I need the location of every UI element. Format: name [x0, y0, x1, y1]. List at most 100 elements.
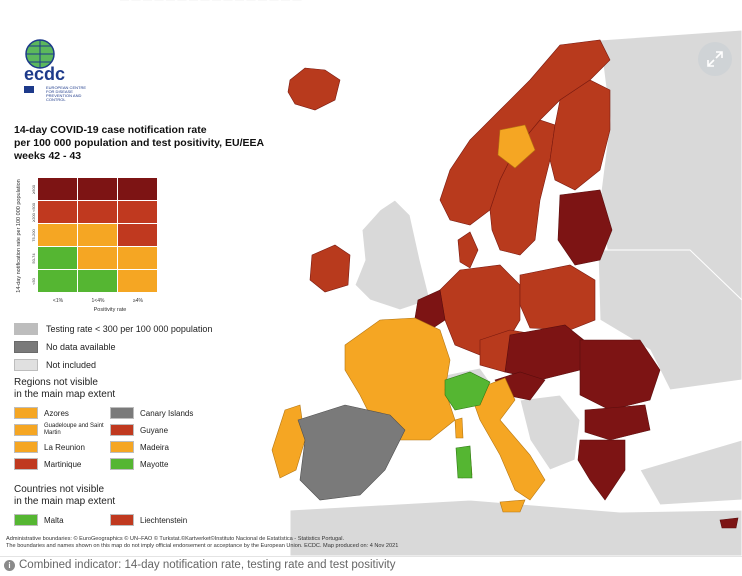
region-swatch — [110, 424, 134, 436]
region-greece — [577, 439, 626, 501]
country-label: Malta — [44, 515, 64, 525]
region-legend-item: Madeira — [110, 440, 169, 454]
region-swatch — [14, 441, 38, 453]
matrix-cell — [38, 270, 77, 292]
legend-matrix: 14-day notification rate per 100 000 pop… — [14, 172, 166, 314]
region-label: La Reunion — [44, 442, 85, 452]
legend-testing-rate: Testing rate < 300 per 100 000 populatio… — [14, 322, 212, 336]
matrix-cell — [78, 201, 117, 223]
region-legend-item: Guyane — [110, 423, 168, 437]
region-ireland — [309, 244, 351, 293]
matrix-y-tick: 75-200 — [31, 229, 36, 242]
region-label: Guyane — [140, 425, 169, 435]
expand-icon — [707, 51, 723, 67]
region-swatch — [110, 407, 134, 419]
country-legend-item: Malta — [14, 513, 64, 527]
not-included-swatch — [14, 359, 38, 371]
testing-rate-swatch — [14, 323, 38, 335]
region-denmark — [457, 231, 479, 269]
matrix-cell — [118, 201, 157, 223]
title-line2: per 100 000 population and test positivi… — [14, 137, 265, 149]
region-label: Guadeloupe and Saint Martin — [44, 423, 104, 436]
legend-not-included: Not included — [14, 358, 96, 372]
map-title: 14-day COVID-19 case notification rate p… — [14, 124, 304, 163]
not-included-label: Not included — [46, 360, 97, 370]
regions-heading: Regions not visible in the main map exte… — [14, 377, 174, 401]
matrix-cell — [38, 224, 77, 246]
title-line3: weeks 42 - 43 — [14, 150, 82, 162]
matrix-x-axis-label: Positivity rate — [94, 307, 127, 313]
countries-heading: Countries not visible in the main map ex… — [14, 484, 174, 508]
regions-heading-line1: Regions not visible — [14, 377, 98, 388]
matrix-cell — [118, 270, 157, 292]
matrix-cell — [38, 178, 77, 200]
footnote-line1: Administrative boundaries: © EuroGeograp… — [6, 536, 345, 542]
caption-text: Combined indicator: 14-day notification … — [19, 559, 396, 571]
region-legend-item: Martinique — [14, 457, 81, 471]
region-benelux — [414, 289, 446, 331]
region-italy — [469, 377, 546, 501]
info-icon: i — [4, 559, 15, 571]
matrix-y-tick: ≥200 <500 — [31, 202, 36, 222]
map-figure: — — — — — — — — — — — — — — — — ecdc EUR… — [0, 0, 742, 557]
matrix-y-axis-label: 14-day notification rate per 100 000 pop… — [16, 179, 22, 292]
title-line1: 14-day COVID-19 case notification rate — [14, 124, 207, 136]
region-label: Mayotte — [140, 459, 169, 469]
region-north-italy — [444, 371, 491, 411]
region-bulgaria — [584, 404, 651, 441]
region-finland — [549, 79, 611, 191]
europe-map — [271, 29, 742, 556]
matrix-x-tick: ≥4% — [133, 298, 144, 304]
region-romania — [579, 339, 661, 411]
region-swatch — [14, 458, 38, 470]
matrix-cell — [38, 247, 77, 269]
region-turkey — [639, 439, 742, 506]
region-portugal — [271, 404, 306, 479]
matrix-cell — [118, 247, 157, 269]
country-swatch — [14, 514, 38, 526]
ecdc-globe-icon: ecdc — [24, 39, 65, 93]
country-legend-item: Liechtenstein — [110, 513, 187, 527]
region-sardinia-green — [455, 445, 473, 479]
region-iceland — [287, 67, 341, 111]
logo-subtitle: EUROPEAN CENTRE FOR DISEASE PREVENTION A… — [46, 85, 87, 102]
region-swatch — [110, 441, 134, 453]
matrix-cell — [118, 178, 157, 200]
region-uk — [354, 199, 431, 311]
matrix-cell — [38, 201, 77, 223]
region-legend-item: Mayotte — [110, 457, 168, 471]
region-balkans — [519, 394, 581, 471]
region-label: Canary Islands — [140, 408, 194, 418]
figure-caption: i Combined indicator: 14-day notificatio… — [4, 559, 396, 571]
region-swatch — [14, 424, 38, 436]
country-label: Liechtenstein — [140, 515, 188, 525]
matrix-x-tick: <1% — [53, 298, 64, 304]
legend-no-data: No data available — [14, 340, 116, 354]
testing-rate-label: Testing rate < 300 per 100 000 populatio… — [46, 324, 213, 334]
matrix-y-tick: <50 — [31, 277, 36, 285]
cropped-top-text: — — — — — — — — — — — — — — — — — [120, 0, 480, 4]
matrix-x-tick: 1<4% — [92, 298, 105, 304]
region-belarus-ukraine — [597, 249, 742, 391]
matrix-chart: 14-day notification rate per 100 000 pop… — [16, 178, 157, 313]
region-sweden-south — [497, 124, 536, 169]
region-legend-item: Canary Islands — [110, 406, 193, 420]
region-north-africa — [289, 499, 742, 556]
region-spain — [297, 404, 406, 501]
region-corsica — [454, 417, 464, 439]
footnote-line2: The boundaries and names shown on this m… — [6, 543, 399, 549]
region-swatch — [14, 407, 38, 419]
non-included-land — [289, 29, 742, 556]
expand-button[interactable] — [698, 42, 732, 76]
region-swatch — [110, 458, 134, 470]
matrix-cell — [78, 178, 117, 200]
region-cyprus — [719, 517, 739, 529]
matrix-cell — [78, 247, 117, 269]
no-data-swatch — [14, 341, 38, 353]
matrix-cell — [118, 224, 157, 246]
region-label: Azores — [44, 408, 69, 418]
region-legend-item: La Reunion — [14, 440, 85, 454]
countries-heading-line1: Countries not visible — [14, 484, 105, 495]
matrix-cell — [78, 224, 117, 246]
regions-heading-line2: in the main map extent — [14, 389, 116, 400]
